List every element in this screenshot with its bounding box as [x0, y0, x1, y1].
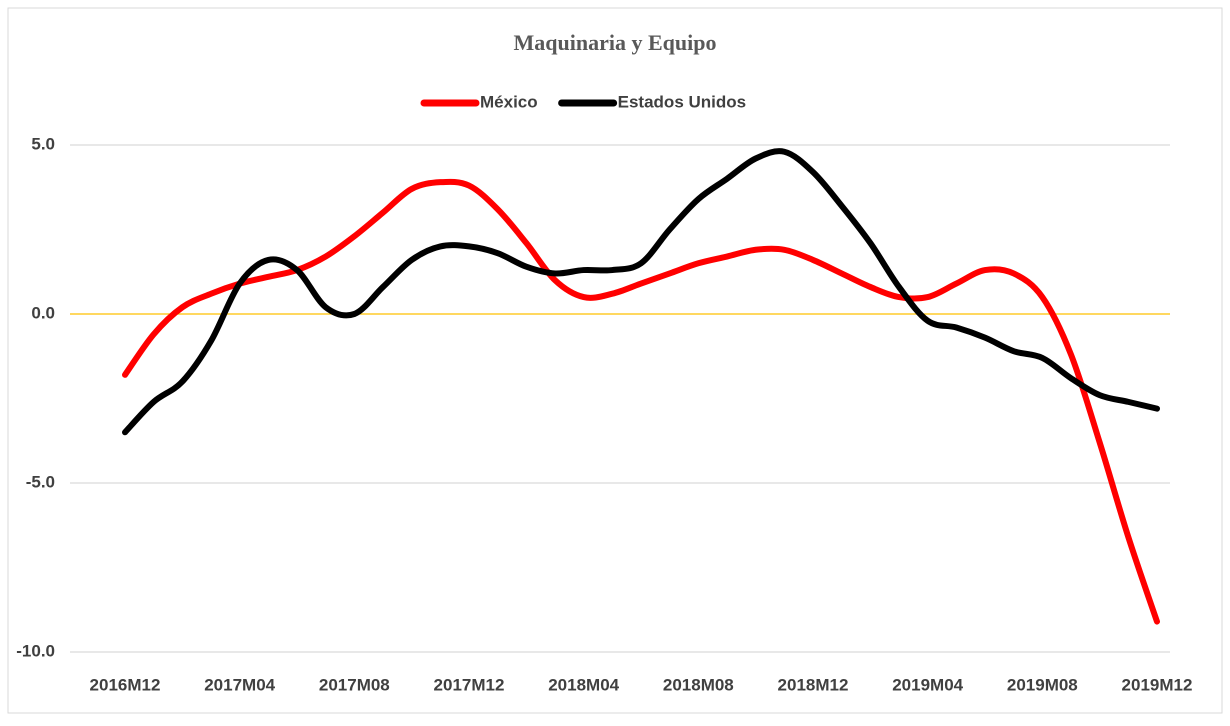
chart-title: Maquinaria y Equipo: [514, 30, 717, 55]
x-tick-label: 2016M12: [90, 675, 161, 694]
x-tick-label: 2018M04: [548, 675, 619, 694]
legend-label: México: [480, 92, 538, 111]
x-tick-label: 2018M12: [778, 675, 849, 694]
x-tick-label: 2019M08: [1007, 675, 1078, 694]
legend-label: Estados Unidos: [618, 92, 746, 111]
chart-border: [7, 7, 1223, 714]
y-tick-label: -5.0: [26, 472, 55, 491]
y-tick-label: 0.0: [31, 303, 55, 322]
series-line: [122, 148, 1160, 436]
y-tick-label: -10.0: [16, 641, 55, 660]
x-tick-label: 2019M12: [1122, 675, 1193, 694]
x-tick-label: 2018M08: [663, 675, 734, 694]
x-tick-label: 2017M12: [434, 675, 505, 694]
x-tick-label: 2017M04: [204, 675, 275, 694]
y-tick-label: 5.0: [31, 134, 55, 153]
x-tick-label: 2019M04: [892, 675, 963, 694]
x-tick-label: 2017M08: [319, 675, 390, 694]
